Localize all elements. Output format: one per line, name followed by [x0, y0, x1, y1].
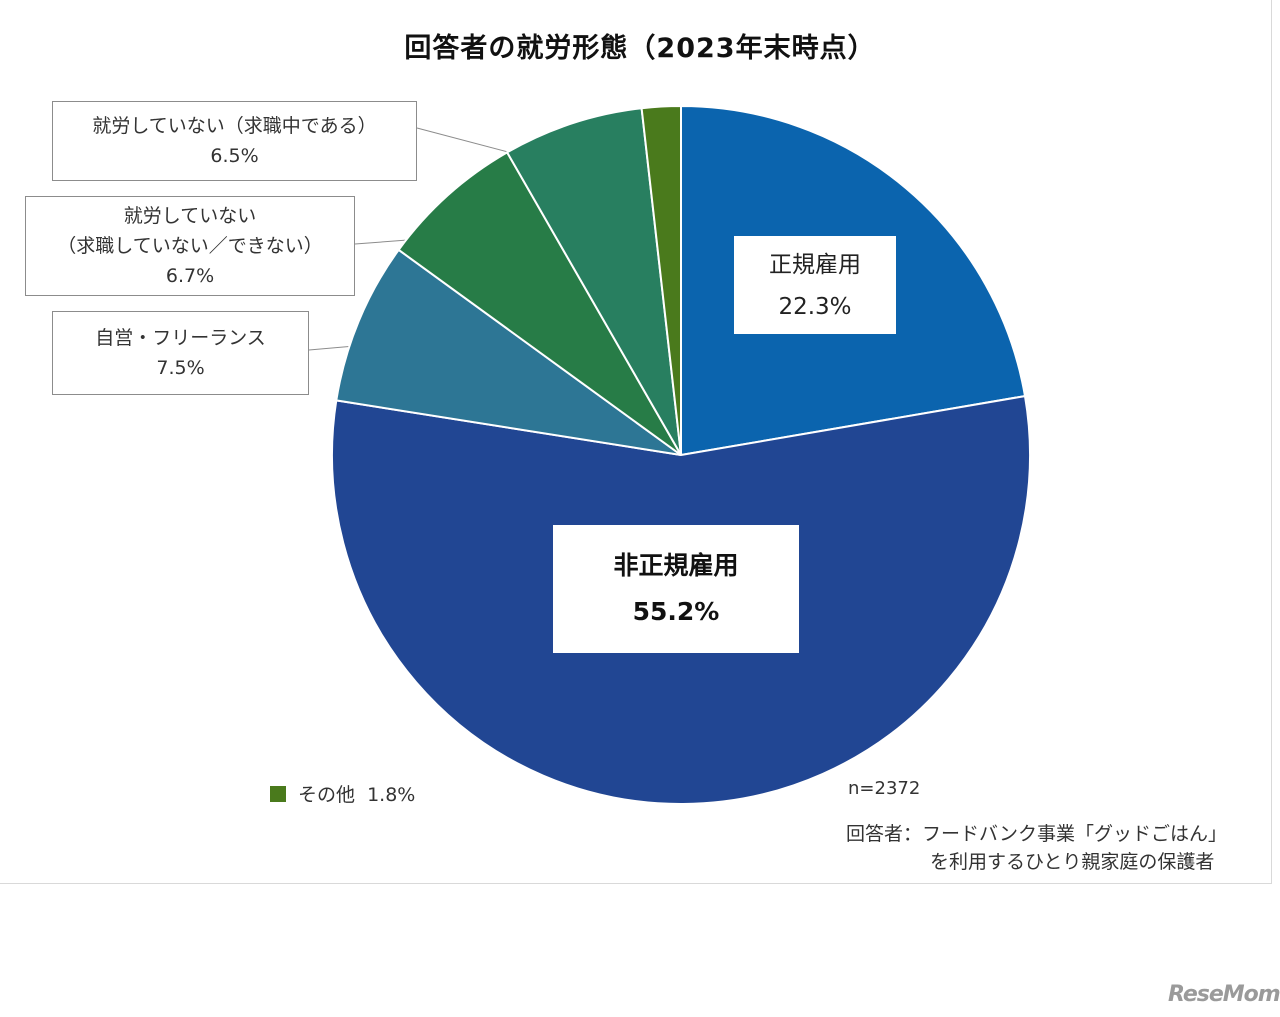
respondents-note: 回答者：フードバンク事業「グッドごはん」 を利用するひとり親家庭の保護者	[846, 820, 1227, 876]
slice-label-job-seeking-name: 就労していない（求職中である）	[92, 115, 377, 137]
respondents-line2: を利用するひとり親家庭の保護者	[930, 851, 1215, 873]
slice-label-regular-name: 正規雇用	[769, 252, 861, 278]
slice-label-nonregular-name: 非正規雇用	[613, 551, 739, 580]
pie-slice-job-seeking	[505, 107, 682, 456]
slice-label-nonregular-value: 55.2%	[632, 597, 720, 626]
respondents-line1: 回答者：フードバンク事業「グッドごはん」	[846, 823, 1227, 845]
slice-label-job-seeking-value: 6.5%	[210, 145, 259, 167]
pie-slices	[331, 104, 1031, 805]
legend-other: その他 1.8%	[270, 780, 415, 807]
slice-label-nonregular: 非正規雇用 55.2%	[553, 525, 799, 653]
slice-label-not-seeking-value: 6.7%	[165, 265, 215, 287]
watermark-logo: ReseMom	[1168, 982, 1280, 1007]
slice-label-job-seeking: 就労していない（求職中である） 6.5%	[52, 101, 417, 181]
slice-label-not-seeking-name2: （求職していない／できない）	[57, 235, 323, 257]
legend-other-label: その他 1.8%	[298, 784, 416, 806]
slice-label-not-seeking-name1: 就労していない	[123, 205, 257, 227]
slice-label-regular: 正規雇用 22.3%	[734, 236, 896, 334]
pie-slice-not-seeking	[397, 151, 682, 456]
slice-label-selfemployed-name: 自営・フリーランス	[95, 327, 266, 349]
slice-label-selfemployed-value: 7.5%	[156, 357, 205, 379]
pie-slice-other	[640, 104, 682, 456]
chart-title: 回答者の就労形態（2023年末時点）	[404, 33, 876, 64]
pie-slice-selfemployed	[335, 248, 682, 456]
sample-size: n=2372	[848, 778, 921, 799]
legend-swatch-other	[270, 785, 286, 802]
slice-label-regular-value: 22.3%	[778, 294, 852, 320]
slice-label-not-seeking: 就労していない （求職していない／できない） 6.7%	[25, 196, 355, 296]
slice-label-selfemployed: 自営・フリーランス 7.5%	[52, 311, 309, 395]
